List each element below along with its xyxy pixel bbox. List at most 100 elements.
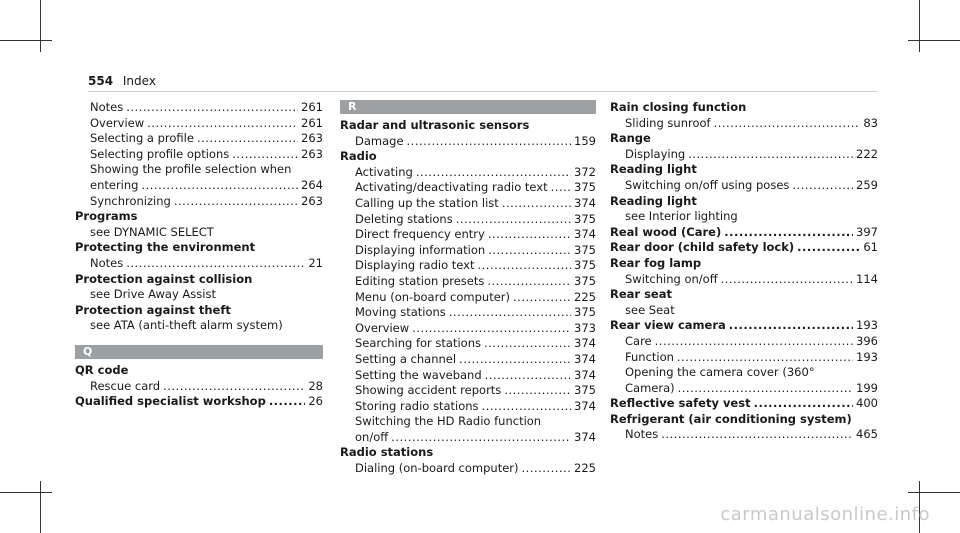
- page-reference[interactable]: 26: [308, 394, 323, 409]
- page-reference[interactable]: 225: [574, 289, 596, 304]
- index-subentry[interactable]: Displaying radio text 375: [340, 258, 596, 274]
- page-reference[interactable]: 83: [863, 115, 878, 130]
- index-subentry[interactable]: Switching on/off using poses 259: [610, 178, 878, 194]
- index-term: Protection against theft: [75, 302, 231, 317]
- page-reference[interactable]: 261: [301, 115, 323, 130]
- page-reference[interactable]: 375: [574, 180, 596, 195]
- page-reference[interactable]: 465: [856, 427, 878, 442]
- page-reference[interactable]: 61: [863, 240, 878, 255]
- index-subentry[interactable]: Synchronizing 263: [75, 194, 323, 210]
- index-term: Protecting the environment: [75, 240, 256, 255]
- index-subentry[interactable]: Moving stations 375: [340, 305, 596, 321]
- page-reference[interactable]: 374: [574, 336, 596, 351]
- page-reference[interactable]: 374: [574, 398, 596, 413]
- index-subentry[interactable]: Notes 261: [75, 100, 323, 116]
- entry-label: Activating: [355, 164, 413, 179]
- index-subentry[interactable]: Selecting profile options 263: [75, 147, 323, 163]
- page-reference[interactable]: 222: [856, 146, 878, 161]
- dot-leader: [174, 194, 298, 210]
- index-subentry[interactable]: Showing accident reports 375: [340, 383, 596, 399]
- page-reference[interactable]: 263: [301, 146, 323, 161]
- index-subentry[interactable]: Displaying information 375: [340, 243, 596, 259]
- page-reference[interactable]: 28: [308, 378, 323, 393]
- entry-label: Notes: [90, 255, 124, 270]
- index-subentry[interactable]: Storing radio stations 374: [340, 399, 596, 415]
- index-subentry[interactable]: on/off 374: [340, 430, 596, 446]
- page-reference[interactable]: 193: [856, 349, 878, 364]
- page-reference[interactable]: 374: [574, 195, 596, 210]
- page-reference[interactable]: 263: [301, 193, 323, 208]
- page-reference[interactable]: 400: [856, 396, 878, 411]
- page-reference[interactable]: 375: [574, 305, 596, 320]
- index-subentry[interactable]: Selecting a profile 263: [75, 131, 323, 147]
- page-reference[interactable]: 374: [574, 351, 596, 366]
- index-term[interactable]: Real wood (Care) 397: [610, 225, 878, 241]
- dot-leader: [792, 178, 853, 194]
- dot-leader: [456, 212, 571, 228]
- page-reference[interactable]: 375: [574, 211, 596, 226]
- index-term: Rear fog lamp: [610, 255, 702, 270]
- index-subentry[interactable]: Overview 373: [340, 321, 596, 337]
- dot-leader: [551, 180, 571, 196]
- index-subentry[interactable]: Activating 372: [340, 165, 596, 181]
- dot-leader: [197, 131, 298, 147]
- index-subentry: Opening the camera cover (360°: [625, 365, 815, 380]
- index-subentry: see Interior lighting: [625, 209, 738, 224]
- page-reference[interactable]: 375: [574, 273, 596, 288]
- page-reference[interactable]: 397: [856, 224, 878, 239]
- entry-label: Searching for stations: [355, 336, 481, 351]
- index-subentry[interactable]: Damage 159: [340, 134, 596, 150]
- page-reference[interactable]: 225: [574, 461, 596, 476]
- index-subentry[interactable]: Notes 465: [610, 427, 878, 443]
- index-subentry[interactable]: Direct frequency entry 374: [340, 227, 596, 243]
- index-subentry[interactable]: Overview 261: [75, 116, 323, 132]
- index-subentry[interactable]: Rescue card 28: [75, 379, 323, 395]
- index-subentry[interactable]: Searching for stations 374: [340, 336, 596, 352]
- index-subentry[interactable]: Care 396: [610, 334, 878, 350]
- page-reference[interactable]: 259: [856, 177, 878, 192]
- page-reference[interactable]: 114: [856, 271, 878, 286]
- page-reference[interactable]: 374: [574, 227, 596, 242]
- index-subentry: see Seat: [625, 302, 675, 317]
- page-reference[interactable]: 263: [301, 131, 323, 146]
- page-reference[interactable]: 159: [574, 133, 596, 148]
- entry-label: Qualified specialist workshop: [75, 394, 266, 409]
- index-subentry[interactable]: Switching on/off 114: [610, 272, 878, 288]
- dot-leader: [126, 100, 298, 116]
- index-subentry[interactable]: Notes 21: [75, 256, 323, 272]
- index-subentry[interactable]: Activating/deactivating radio text 375: [340, 180, 596, 196]
- index-subentry[interactable]: Calling up the station list 374: [340, 196, 596, 212]
- page-reference[interactable]: 21: [308, 255, 323, 270]
- page-reference[interactable]: 375: [574, 383, 596, 398]
- page-reference[interactable]: 374: [574, 429, 596, 444]
- page-reference[interactable]: 396: [856, 333, 878, 348]
- index-term[interactable]: Qualified specialist workshop 26: [75, 394, 323, 410]
- page-reference[interactable]: 375: [574, 242, 596, 257]
- page-reference[interactable]: 372: [574, 164, 596, 179]
- index-subentry[interactable]: Dialing (on-board computer) 225: [340, 461, 596, 477]
- page-reference[interactable]: 373: [574, 320, 596, 335]
- index-subentry[interactable]: Sliding sunroof 83: [610, 116, 878, 132]
- entry-label: Overview: [355, 320, 410, 335]
- page-reference[interactable]: 374: [574, 367, 596, 382]
- index-subentry[interactable]: Setting the waveband 374: [340, 368, 596, 384]
- index-subentry[interactable]: Editing station presets 375: [340, 274, 596, 290]
- index-subentry[interactable]: Camera) 199: [610, 381, 878, 397]
- page-reference[interactable]: 375: [574, 258, 596, 273]
- index-term[interactable]: Reflective safety vest 400: [610, 396, 878, 412]
- index-subentry[interactable]: Setting a channel 374: [340, 352, 596, 368]
- page-reference[interactable]: 193: [856, 318, 878, 333]
- index-term[interactable]: Rear door (child safety lock) 61: [610, 240, 878, 256]
- page-reference[interactable]: 264: [301, 177, 323, 192]
- index-subentry[interactable]: Menu (on-board computer) 225: [340, 290, 596, 306]
- index-subentry[interactable]: Function 193: [610, 350, 878, 366]
- index-subentry[interactable]: entering 264: [75, 178, 323, 194]
- entry-label: Moving stations: [355, 305, 446, 320]
- index-term: Rain closing function: [610, 100, 747, 114]
- index-subentry[interactable]: Deleting stations 375: [340, 212, 596, 228]
- index-term[interactable]: Rear view camera 193: [610, 318, 878, 334]
- index-subentry[interactable]: Displaying 222: [610, 147, 878, 163]
- page-reference[interactable]: 199: [856, 380, 878, 395]
- page-reference[interactable]: 261: [301, 100, 323, 114]
